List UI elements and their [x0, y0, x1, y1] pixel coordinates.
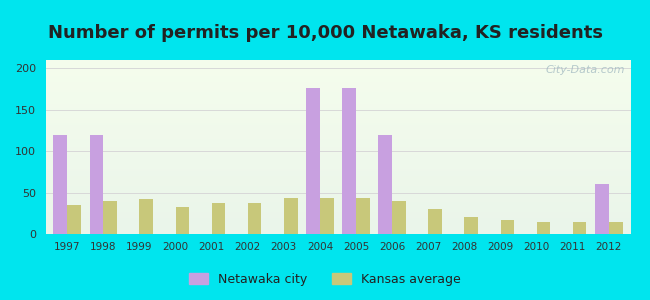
- Bar: [609, 222, 623, 234]
- Bar: [464, 217, 478, 234]
- Bar: [103, 201, 117, 234]
- Bar: [176, 207, 189, 234]
- Bar: [320, 198, 333, 234]
- Bar: [378, 135, 392, 234]
- Bar: [428, 209, 442, 234]
- Bar: [139, 199, 153, 234]
- Bar: [573, 222, 586, 234]
- Legend: Netawaka city, Kansas average: Netawaka city, Kansas average: [184, 268, 466, 291]
- Bar: [392, 201, 406, 234]
- Bar: [90, 135, 103, 234]
- Bar: [248, 203, 261, 234]
- Bar: [500, 220, 514, 234]
- Bar: [67, 205, 81, 234]
- Bar: [595, 184, 609, 234]
- Bar: [356, 198, 370, 234]
- Bar: [343, 88, 356, 234]
- Text: City-Data.com: City-Data.com: [545, 65, 625, 75]
- Bar: [212, 203, 226, 234]
- Bar: [306, 88, 320, 234]
- Bar: [537, 222, 551, 234]
- Bar: [284, 198, 298, 234]
- Text: Number of permits per 10,000 Netawaka, KS residents: Number of permits per 10,000 Netawaka, K…: [47, 24, 603, 42]
- Bar: [53, 135, 67, 234]
